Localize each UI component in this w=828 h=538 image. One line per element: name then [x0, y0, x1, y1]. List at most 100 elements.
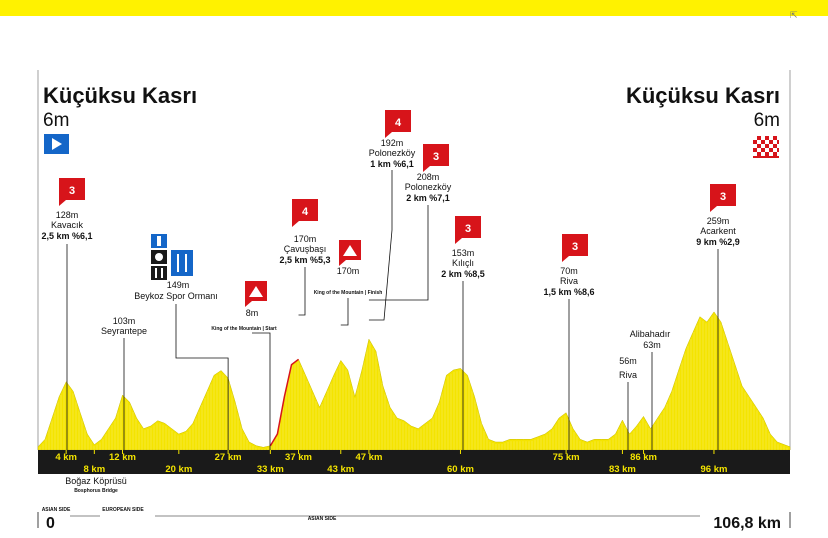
category-3-badge: 3: [59, 178, 85, 206]
climb-elev: 259m: [707, 216, 730, 226]
alibahadir-elev: 63m: [643, 340, 661, 350]
cutlery-icon: [171, 250, 193, 276]
profile-hatching: [39, 315, 788, 450]
mountain-icon: [339, 240, 361, 266]
beykoz-name: Beykoz Spor Ormanı: [134, 291, 218, 301]
finish-elevation: 6m: [754, 110, 780, 131]
kom-start: 8m King of the Mountain | Start: [211, 281, 277, 332]
climb-segment-line: [269, 358, 299, 447]
km-label: 4 km: [55, 452, 77, 463]
svg-text:3: 3: [572, 241, 578, 253]
category-4-badge: 4: [385, 110, 411, 138]
svg-text:3: 3: [69, 185, 75, 197]
climb-riva: 3 70m Riva 1,5 km %8,6: [543, 234, 595, 297]
leader-line: [368, 205, 429, 301]
km-label: 86 km: [630, 452, 657, 463]
climb-stats: 1 km %6,1: [370, 159, 414, 169]
feed-bag-icon: [151, 250, 167, 264]
leader-line: [368, 170, 393, 321]
climb-name: Çavuşbaşı: [284, 244, 327, 254]
climb-cavusbasi: 4 170m Çavuşbaşı 2,5 km %5,3: [279, 199, 331, 265]
climb-name: Polonezköy: [369, 148, 416, 158]
km-label: 60 km: [447, 464, 474, 475]
svg-text:4: 4: [302, 206, 309, 218]
climb-name: Kılıçlı: [452, 258, 474, 268]
km-label: 47 km: [355, 452, 382, 463]
climb-stats: 2 km %8,5: [441, 269, 485, 279]
side-european: EUROPEAN SIDE: [102, 507, 144, 513]
seyrantepe-elev: 103m: [113, 316, 136, 326]
bridge-sub: Bosphorus Bridge: [74, 488, 118, 494]
km-label: 75 km: [553, 452, 580, 463]
category-3-badge: 3: [710, 184, 736, 212]
top-banner: [0, 0, 828, 16]
climb-name: Kavacık: [51, 220, 84, 230]
km-label: 96 km: [700, 464, 727, 475]
climb-stats: 2,5 km %5,3: [279, 255, 330, 265]
svg-text:3: 3: [720, 191, 726, 203]
climb-acarkent: 3 259m Acarkent 9 km %2,9: [696, 184, 740, 247]
climb-kavacik: 3 128m Kavacık 2,5 km %6,1: [41, 178, 93, 241]
leader-lines: [66, 170, 719, 450]
climb-stats: 1,5 km %8,6: [543, 287, 594, 297]
climb-name: Acarkent: [700, 226, 736, 236]
svg-text:4: 4: [395, 117, 402, 129]
kom-start-elev: 8m: [246, 308, 259, 318]
km-label: 83 km: [609, 464, 636, 475]
km-label: 43 km: [327, 464, 354, 475]
climb-kilicli: 3 153m Kılıçlı 2 km %8,5: [441, 216, 485, 279]
riva-56-elev: 56m: [619, 356, 637, 366]
km-label: 12 km: [109, 452, 136, 463]
kom-start-label: King of the Mountain | Start: [211, 326, 277, 332]
start-elevation: 6m: [43, 110, 69, 131]
km-label: 20 km: [165, 464, 192, 475]
knife-fork-icon: [151, 266, 167, 280]
climb-elev: 128m: [56, 210, 79, 220]
climb-stats: 9 km %2,9: [696, 237, 740, 247]
climb-stats: 2,5 km %6,1: [41, 231, 92, 241]
leader-line: [298, 267, 306, 316]
climb-elev: 170m: [294, 234, 317, 244]
category-3-badge: 3: [455, 216, 481, 244]
road-bar: [38, 450, 790, 474]
bridge-name: Boğaz Köprüsü: [65, 476, 127, 486]
alibahadir-name: Alibahadır: [630, 329, 671, 339]
leader-line: [175, 304, 229, 450]
km-start-label: 0: [46, 515, 55, 532]
category-3-badge: 3: [423, 144, 449, 172]
km-label: 33 km: [257, 464, 284, 475]
km-label: 8 km: [84, 464, 106, 475]
svg-text:3: 3: [465, 223, 471, 235]
side-asian-mid: ASIAN SIDE: [308, 516, 337, 522]
climb-name: Riva: [560, 276, 578, 286]
leader-line: [252, 332, 271, 450]
side-asian-left: ASIAN SIDE: [42, 507, 71, 513]
category-3-badge: 3: [562, 234, 588, 262]
kom-finish: 170m King of the Mountain | Finish: [314, 240, 383, 296]
water-bottle-icon: [151, 234, 167, 248]
share-icon[interactable]: ⇱: [790, 10, 798, 20]
category-4-badge: 4: [292, 199, 318, 227]
mountain-icon: [245, 281, 267, 307]
climb-name: Polonezköy: [405, 182, 452, 192]
start-flag-icon: [44, 134, 69, 154]
elevation-profile-area: [37, 311, 791, 451]
finish-name: Küçüksu Kasrı: [626, 83, 780, 108]
climb-polonezkoy-4: 4 192m Polonezköy 1 km %6,1: [369, 110, 416, 169]
climb-stats: 2 km %7,1: [406, 193, 450, 203]
km-label: 37 km: [285, 452, 312, 463]
kom-finish-label: King of the Mountain | Finish: [314, 290, 383, 296]
km-label: 27 km: [215, 452, 242, 463]
leader-line: [340, 298, 349, 326]
feed-zone-icons: [151, 234, 193, 280]
finish-flag-icon: [753, 136, 779, 158]
kom-finish-elev: 170m: [337, 266, 360, 276]
start-name: Küçüksu Kasrı: [43, 83, 197, 108]
riva-56-name: Riva: [619, 370, 637, 380]
km-total-label: 106,8 km: [713, 515, 781, 532]
seyrantepe-name: Seyrantepe: [101, 326, 147, 336]
climb-elev: 208m: [417, 172, 440, 182]
climb-elev: 153m: [452, 248, 475, 258]
